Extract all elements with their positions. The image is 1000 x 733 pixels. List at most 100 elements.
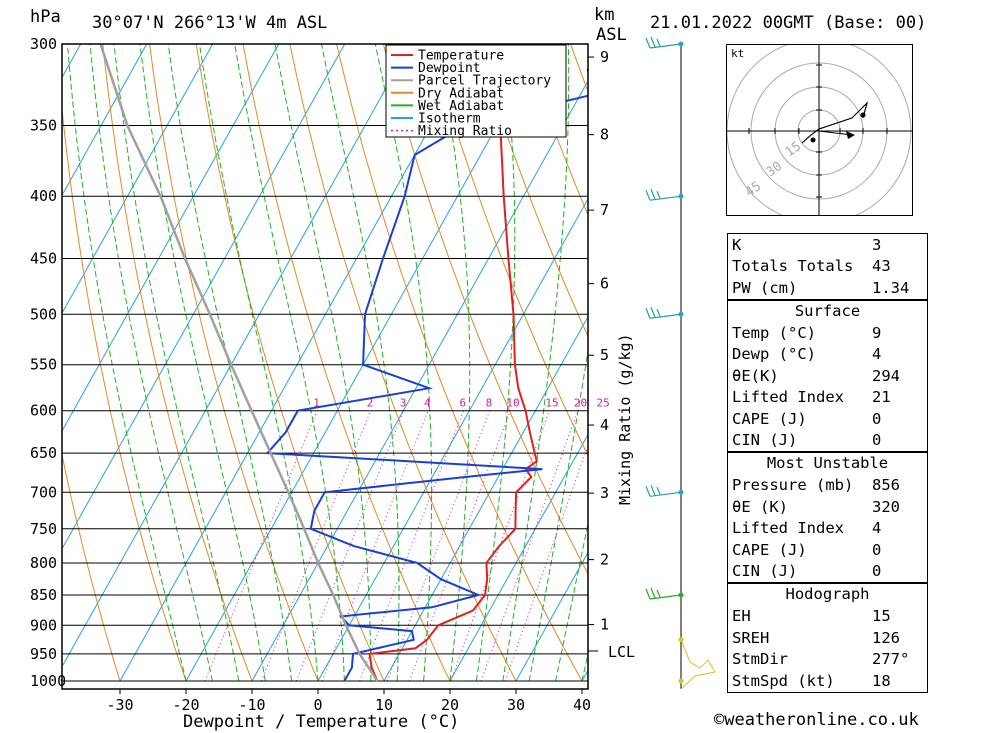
index-box-surface: Surface Temp (°C) 9 Dewp (°C) 4 θE(K) 294 L… — [727, 299, 928, 452]
height-tick-label: 5 — [600, 346, 609, 364]
wind-barb-flag — [645, 308, 651, 319]
wet-adiabat — [502, 44, 570, 682]
height-tick-labels: 1 2 3 4 5 6 7 8 9 — [588, 48, 609, 652]
legend-label: Dewpoint — [418, 61, 481, 76]
dry-adiabat — [62, 452, 121, 682]
series-lines — [99, 44, 588, 682]
wind-barb-flag — [645, 486, 651, 497]
series-temperature — [368, 44, 538, 682]
legend-label: Dry Adiabat — [418, 86, 504, 101]
wind-barb-shaft — [649, 43, 682, 49]
isobars — [62, 43, 588, 682]
most-unstable-row: Lifted Index 4 — [732, 519, 882, 538]
credit: ©weatheronline.co.uk — [714, 710, 919, 730]
mixing-ratio-label: 6 — [460, 397, 467, 410]
series-parcel-trajectory — [99, 44, 379, 682]
isotherm — [317, 197, 588, 682]
surface-row: CIN (J) 0 — [732, 431, 882, 450]
mixing-ratio-axis-label: Mixing Ratio (g/kg) — [616, 333, 634, 505]
height-tick-label: 1 — [600, 616, 609, 634]
pressure-tick-label: 900 — [30, 616, 57, 634]
isotherm — [0, 44, 15, 681]
dry-adiabat — [242, 44, 451, 682]
hodograph-row: EH 15 — [732, 607, 891, 626]
height-tick-label: 9 — [600, 48, 609, 66]
wind-barb-trace — [680, 639, 716, 690]
wind-barb-shaft — [649, 313, 682, 319]
location-title: 30°07'N 266°13'W 4m ASL — [92, 13, 327, 33]
legend-label: Temperature — [418, 49, 504, 64]
legend-label: Isotherm — [418, 112, 481, 127]
hodograph-point — [860, 112, 866, 118]
wind-barb — [645, 307, 682, 319]
pressure-tick-label: 650 — [30, 444, 57, 462]
wind-barb-dot — [678, 678, 684, 684]
pressure-tick-label: 850 — [30, 586, 57, 604]
datetime-title: 21.01.2022 00GMT (Base: 00) — [650, 13, 926, 33]
surface-row: Dewp (°C) 4 — [732, 345, 882, 364]
mixing-ratio-label: 1 — [313, 397, 320, 410]
temperature-tick-label: -20 — [172, 696, 199, 714]
lcl-label: LCL — [608, 643, 635, 661]
storm-motion-arrowhead — [846, 131, 855, 139]
pressure-tick-label: 500 — [30, 305, 57, 323]
isotherm — [62, 44, 412, 668]
mixing-ratio-label: 2 — [367, 397, 374, 410]
wet-adiabat — [167, 44, 293, 682]
wind-barb-dot — [678, 637, 684, 643]
pressure-tick-label: 800 — [30, 554, 57, 572]
wind-barb-shaft — [649, 491, 682, 497]
dry-adiabat — [195, 44, 385, 682]
isotherm — [251, 79, 588, 682]
height-tick-label: 6 — [600, 275, 609, 293]
pressure-tick-label: 300 — [30, 35, 57, 53]
hodograph-ring-label-15: 15 — [783, 139, 804, 160]
height-tick-label: 4 — [600, 416, 609, 434]
wind-barb-low-levels — [680, 639, 716, 690]
pressure-tick-label: 950 — [30, 645, 57, 663]
wind-barb-flag — [656, 38, 661, 47]
wind-barbs — [645, 36, 716, 690]
pressure-tick-label: 600 — [30, 402, 57, 420]
pressure-tick-label: 750 — [30, 520, 57, 538]
pressure-tick-label: 400 — [30, 187, 57, 205]
isotherm — [449, 433, 588, 682]
temperature-tick-label: -10 — [238, 696, 265, 714]
hodograph-ring-label-45: 45 — [743, 179, 764, 200]
height-tick-label: 2 — [600, 551, 609, 569]
wet-adiabat — [555, 521, 588, 682]
temperature-tick-label: 20 — [441, 696, 459, 714]
temperature-tick-label: 0 — [313, 696, 322, 714]
isotherm — [62, 44, 214, 315]
temperature-tick-label: 40 — [573, 696, 591, 714]
hodograph-row: StmDir 277° — [732, 650, 910, 669]
hodograph-point — [810, 137, 816, 143]
hodograph-ticks — [748, 64, 888, 198]
hodograph-row: SREH 126 — [732, 628, 900, 647]
wind-barb-flag — [650, 307, 656, 318]
hodograph-trace — [801, 101, 868, 144]
mixing-ratio-line — [204, 410, 318, 682]
mixing-ratio-label: 10 — [506, 397, 519, 410]
index-box-most-unstable: Most Unstable Pressure (mb) 856 θE (K) 320… — [727, 452, 928, 583]
isotherm — [62, 44, 148, 197]
wind-barb-flag — [645, 588, 651, 600]
pressure-tick-label: 350 — [30, 117, 57, 135]
hodograph-row: StmSpd (kt) 18 — [732, 671, 891, 690]
legend-label: Wet Adiabat — [418, 99, 504, 114]
mixing-ratio-line — [386, 410, 491, 682]
mixing-ratio-label: 20 — [574, 397, 587, 410]
mixing-ratio-labels: 1 2 3 4 6 8 10 15 20 25 — [313, 397, 610, 410]
temperature-tick-labels: -30 -20 -10 0 10 20 30 40 — [106, 689, 591, 714]
mixing-ratio-label: 15 — [545, 397, 558, 410]
hodograph-ring-label-30: 30 — [764, 159, 785, 180]
wind-barb-shaft — [649, 195, 682, 201]
index-row-totals: Totals Totals 43 — [732, 257, 891, 276]
isotherm — [119, 44, 478, 682]
wet-adiabat — [139, 44, 266, 682]
surface-row: θE(K) 294 — [732, 366, 900, 385]
temperature-tick-label: 30 — [507, 696, 525, 714]
